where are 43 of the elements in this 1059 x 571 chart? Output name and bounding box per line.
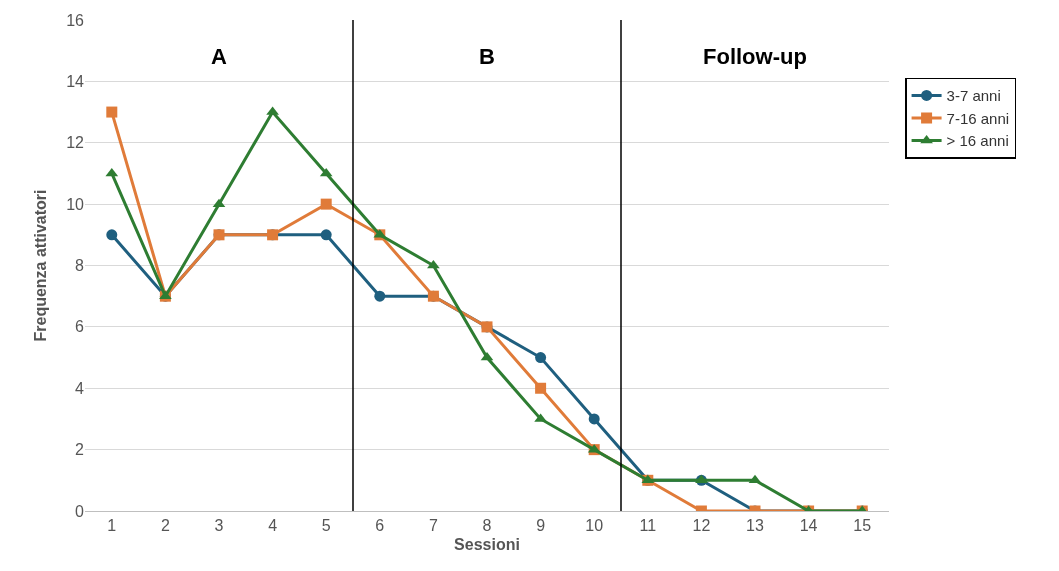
point <box>535 352 547 364</box>
point <box>320 229 332 241</box>
point <box>748 474 762 484</box>
x-tick-label: 9 <box>536 517 546 535</box>
x-tick-label: 2 <box>160 517 170 535</box>
annotation: B <box>479 44 495 69</box>
y-tick-label: 10 <box>66 195 85 213</box>
x-tick-label: 3 <box>214 517 224 535</box>
x-tick-label: 10 <box>585 517 604 535</box>
y-tick-label: 4 <box>75 379 85 397</box>
annotation: Follow-up <box>703 44 807 69</box>
x-tick-label: 4 <box>268 517 278 535</box>
y-tick-label: 14 <box>66 72 85 90</box>
y-tick-label: 16 <box>66 11 85 29</box>
x-tick-label: 7 <box>428 517 438 535</box>
point <box>320 198 332 210</box>
x-tick-label: 1 <box>107 517 117 535</box>
point <box>588 413 600 425</box>
x-tick-label: 8 <box>482 517 492 535</box>
x-tick-label: 11 <box>639 517 657 535</box>
x-tick-label: 5 <box>321 517 331 535</box>
legend-label: > 16 anni <box>946 132 1009 150</box>
x-tick-label: 12 <box>692 517 711 535</box>
y-tick-label: 12 <box>66 134 85 152</box>
point <box>106 229 118 241</box>
point <box>535 382 547 394</box>
y-axis-title: Frequenza attivatori <box>32 189 50 342</box>
y-tick-label: 0 <box>75 502 85 520</box>
x-tick-label: 14 <box>799 517 818 535</box>
x-tick-label: 6 <box>375 517 385 535</box>
x-axis-title: Sessioni <box>454 535 520 553</box>
point <box>106 106 118 118</box>
y-tick-label: 8 <box>75 257 85 275</box>
y-tick-label: 6 <box>75 318 85 336</box>
legend-label: 7-16 anni <box>946 109 1010 127</box>
point <box>319 167 333 177</box>
x-tick-label: 13 <box>746 517 764 535</box>
point <box>105 167 119 177</box>
point <box>374 290 386 302</box>
annotation: A <box>211 44 227 69</box>
legend-label: 3-7 anni <box>946 87 1001 105</box>
y-tick-label: 2 <box>75 441 85 459</box>
x-tick-label: 15 <box>853 517 872 535</box>
